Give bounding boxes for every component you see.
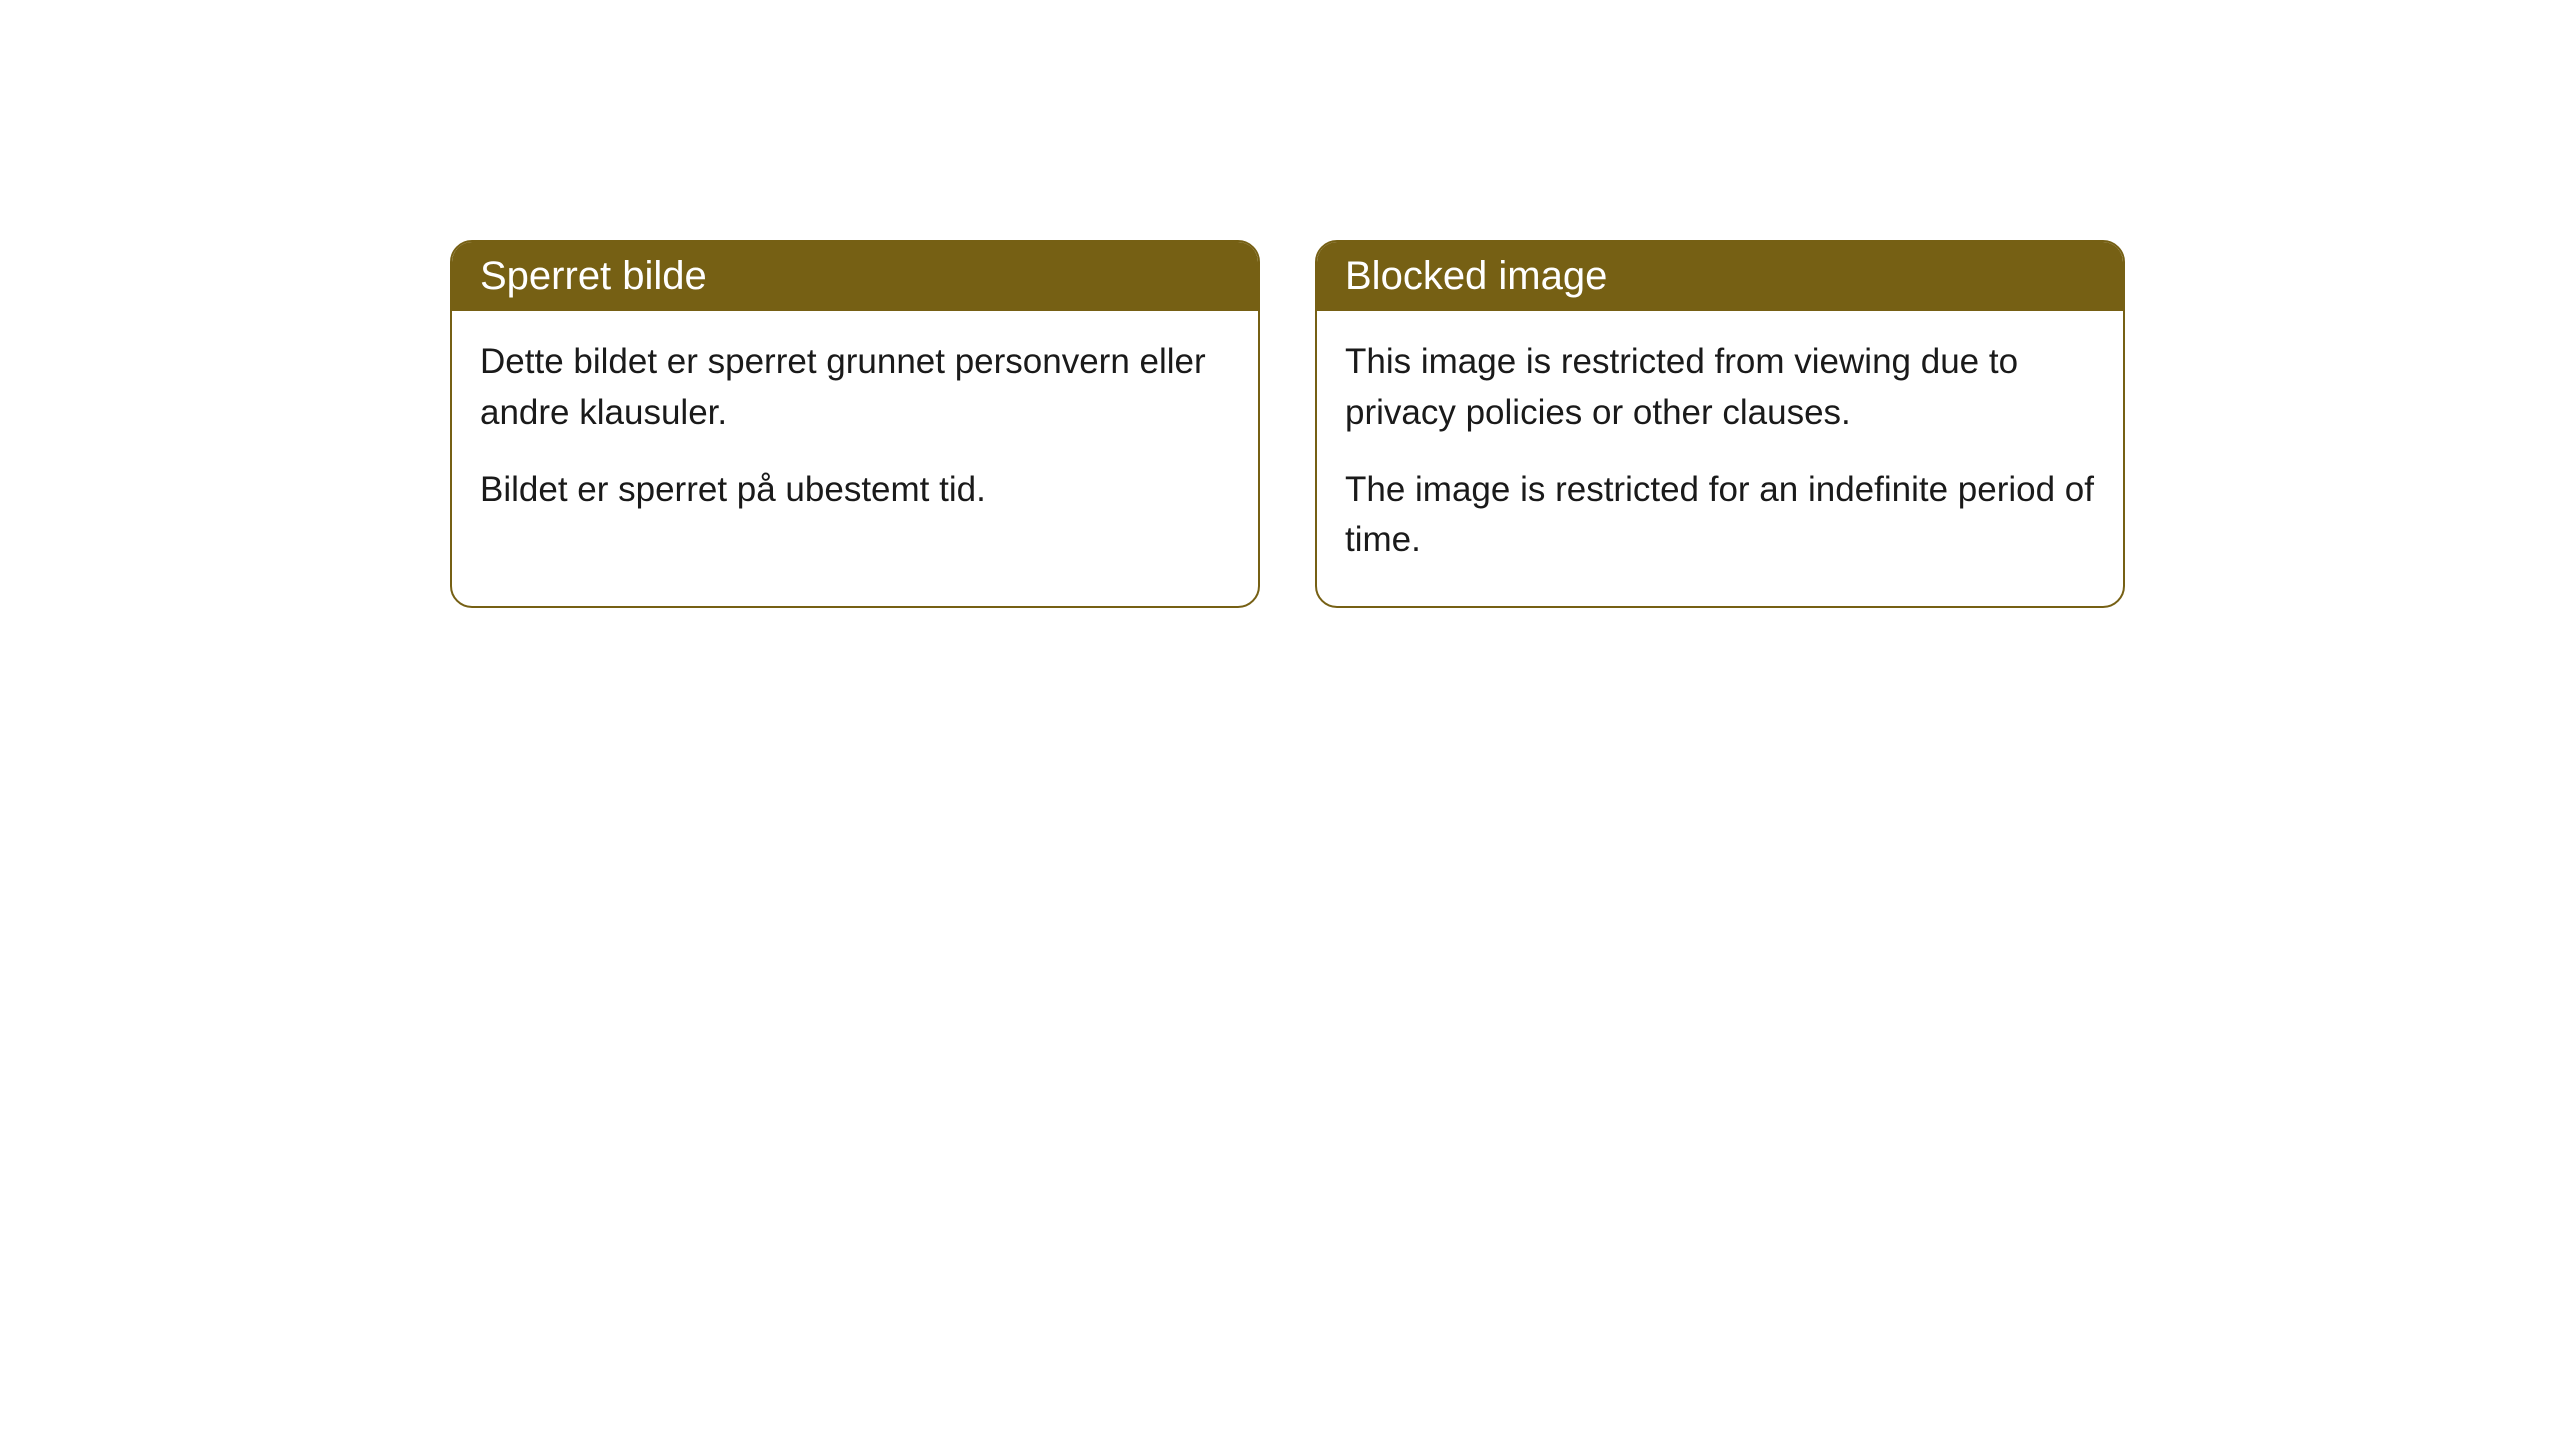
card-header: Sperret bilde (452, 242, 1258, 311)
card-title: Sperret bilde (480, 254, 707, 298)
notice-paragraph-2: Bildet er sperret på ubestemt tid. (480, 465, 1230, 516)
card-header: Blocked image (1317, 242, 2123, 311)
notice-container: Sperret bilde Dette bildet er sperret gr… (0, 0, 2560, 608)
notice-paragraph-1: Dette bildet er sperret grunnet personve… (480, 337, 1230, 439)
card-title: Blocked image (1345, 254, 1607, 298)
notice-paragraph-1: This image is restricted from viewing du… (1345, 337, 2095, 439)
card-body: Dette bildet er sperret grunnet personve… (452, 311, 1258, 555)
notice-paragraph-2: The image is restricted for an indefinit… (1345, 465, 2095, 567)
blocked-image-card-english: Blocked image This image is restricted f… (1315, 240, 2125, 608)
card-body: This image is restricted from viewing du… (1317, 311, 2123, 606)
blocked-image-card-norwegian: Sperret bilde Dette bildet er sperret gr… (450, 240, 1260, 608)
